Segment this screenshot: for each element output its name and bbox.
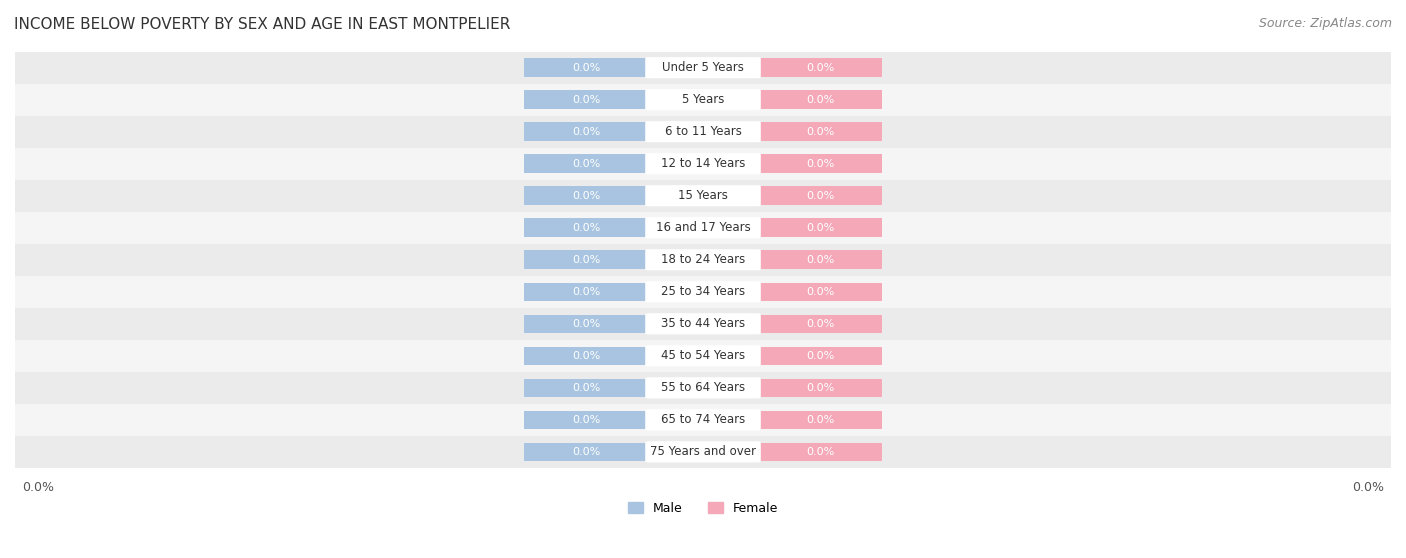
Bar [524, 186, 648, 205]
Text: 25 to 34 Years: 25 to 34 Years [661, 285, 745, 299]
Text: 0.0%: 0.0% [572, 255, 600, 265]
FancyBboxPatch shape [645, 345, 761, 367]
Text: 0.0%: 0.0% [806, 62, 834, 73]
Text: Under 5 Years: Under 5 Years [662, 61, 744, 74]
Bar [524, 442, 648, 461]
Bar [0, 404, 1406, 436]
Bar [758, 411, 882, 429]
Text: 0.0%: 0.0% [806, 351, 834, 361]
FancyBboxPatch shape [645, 217, 761, 238]
Bar [758, 347, 882, 365]
Text: 5 Years: 5 Years [682, 93, 724, 106]
Bar [758, 155, 882, 173]
FancyBboxPatch shape [645, 249, 761, 270]
Bar [0, 84, 1406, 116]
Text: 0.0%: 0.0% [572, 127, 600, 137]
Bar [0, 308, 1406, 340]
Bar [758, 219, 882, 237]
FancyBboxPatch shape [645, 153, 761, 174]
Bar [524, 155, 648, 173]
Bar [0, 180, 1406, 211]
Text: INCOME BELOW POVERTY BY SEX AND AGE IN EAST MONTPELIER: INCOME BELOW POVERTY BY SEX AND AGE IN E… [14, 17, 510, 32]
Text: 0.0%: 0.0% [572, 191, 600, 201]
Text: 55 to 64 Years: 55 to 64 Years [661, 381, 745, 395]
Bar [0, 148, 1406, 180]
Text: 0.0%: 0.0% [572, 95, 600, 105]
FancyBboxPatch shape [645, 409, 761, 430]
Bar [0, 52, 1406, 84]
Text: 0.0%: 0.0% [806, 319, 834, 329]
Bar [758, 59, 882, 77]
FancyBboxPatch shape [645, 57, 761, 78]
Text: 0.0%: 0.0% [806, 95, 834, 105]
Text: 0.0%: 0.0% [806, 415, 834, 425]
Bar [524, 282, 648, 301]
Bar [758, 122, 882, 141]
Bar [758, 251, 882, 269]
Text: 0.0%: 0.0% [572, 319, 600, 329]
Text: 6 to 11 Years: 6 to 11 Years [665, 125, 741, 138]
Text: 18 to 24 Years: 18 to 24 Years [661, 253, 745, 266]
Text: 15 Years: 15 Years [678, 189, 728, 202]
Bar [524, 90, 648, 109]
Bar [758, 315, 882, 333]
Text: 0.0%: 0.0% [806, 127, 834, 137]
Text: 65 to 74 Years: 65 to 74 Years [661, 413, 745, 426]
Text: 0.0%: 0.0% [1353, 480, 1384, 494]
Bar [524, 122, 648, 141]
Text: 0.0%: 0.0% [22, 480, 53, 494]
Bar [524, 411, 648, 429]
Bar [758, 442, 882, 461]
Text: 0.0%: 0.0% [806, 383, 834, 393]
Bar [758, 282, 882, 301]
Bar [524, 378, 648, 397]
Text: 0.0%: 0.0% [806, 158, 834, 169]
Bar [524, 59, 648, 77]
Text: 45 to 54 Years: 45 to 54 Years [661, 349, 745, 362]
Bar [0, 372, 1406, 404]
Text: 0.0%: 0.0% [806, 191, 834, 201]
Text: 16 and 17 Years: 16 and 17 Years [655, 222, 751, 234]
Text: 0.0%: 0.0% [572, 62, 600, 73]
Text: 35 to 44 Years: 35 to 44 Years [661, 318, 745, 330]
Bar [758, 378, 882, 397]
FancyBboxPatch shape [645, 121, 761, 142]
Bar [524, 315, 648, 333]
Bar [0, 340, 1406, 372]
Text: 0.0%: 0.0% [806, 287, 834, 297]
Bar [0, 436, 1406, 468]
Bar [0, 116, 1406, 148]
Text: 0.0%: 0.0% [572, 415, 600, 425]
Legend: Male, Female: Male, Female [623, 497, 783, 519]
Bar [524, 219, 648, 237]
FancyBboxPatch shape [645, 185, 761, 206]
Text: 0.0%: 0.0% [572, 383, 600, 393]
Bar [524, 347, 648, 365]
Text: 75 Years and over: 75 Years and over [650, 445, 756, 458]
FancyBboxPatch shape [645, 313, 761, 334]
FancyBboxPatch shape [645, 377, 761, 398]
Text: 0.0%: 0.0% [806, 255, 834, 265]
Text: 0.0%: 0.0% [572, 287, 600, 297]
Bar [524, 251, 648, 269]
Bar [0, 211, 1406, 244]
FancyBboxPatch shape [645, 441, 761, 463]
Text: Source: ZipAtlas.com: Source: ZipAtlas.com [1258, 17, 1392, 30]
Text: 12 to 14 Years: 12 to 14 Years [661, 157, 745, 170]
Bar [0, 276, 1406, 308]
Text: 0.0%: 0.0% [572, 223, 600, 233]
FancyBboxPatch shape [645, 89, 761, 110]
Text: 0.0%: 0.0% [806, 223, 834, 233]
Text: 0.0%: 0.0% [572, 447, 600, 457]
Bar [758, 186, 882, 205]
Text: 0.0%: 0.0% [572, 158, 600, 169]
Text: 0.0%: 0.0% [806, 447, 834, 457]
Bar [758, 90, 882, 109]
FancyBboxPatch shape [645, 281, 761, 302]
Bar [0, 244, 1406, 276]
Text: 0.0%: 0.0% [572, 351, 600, 361]
